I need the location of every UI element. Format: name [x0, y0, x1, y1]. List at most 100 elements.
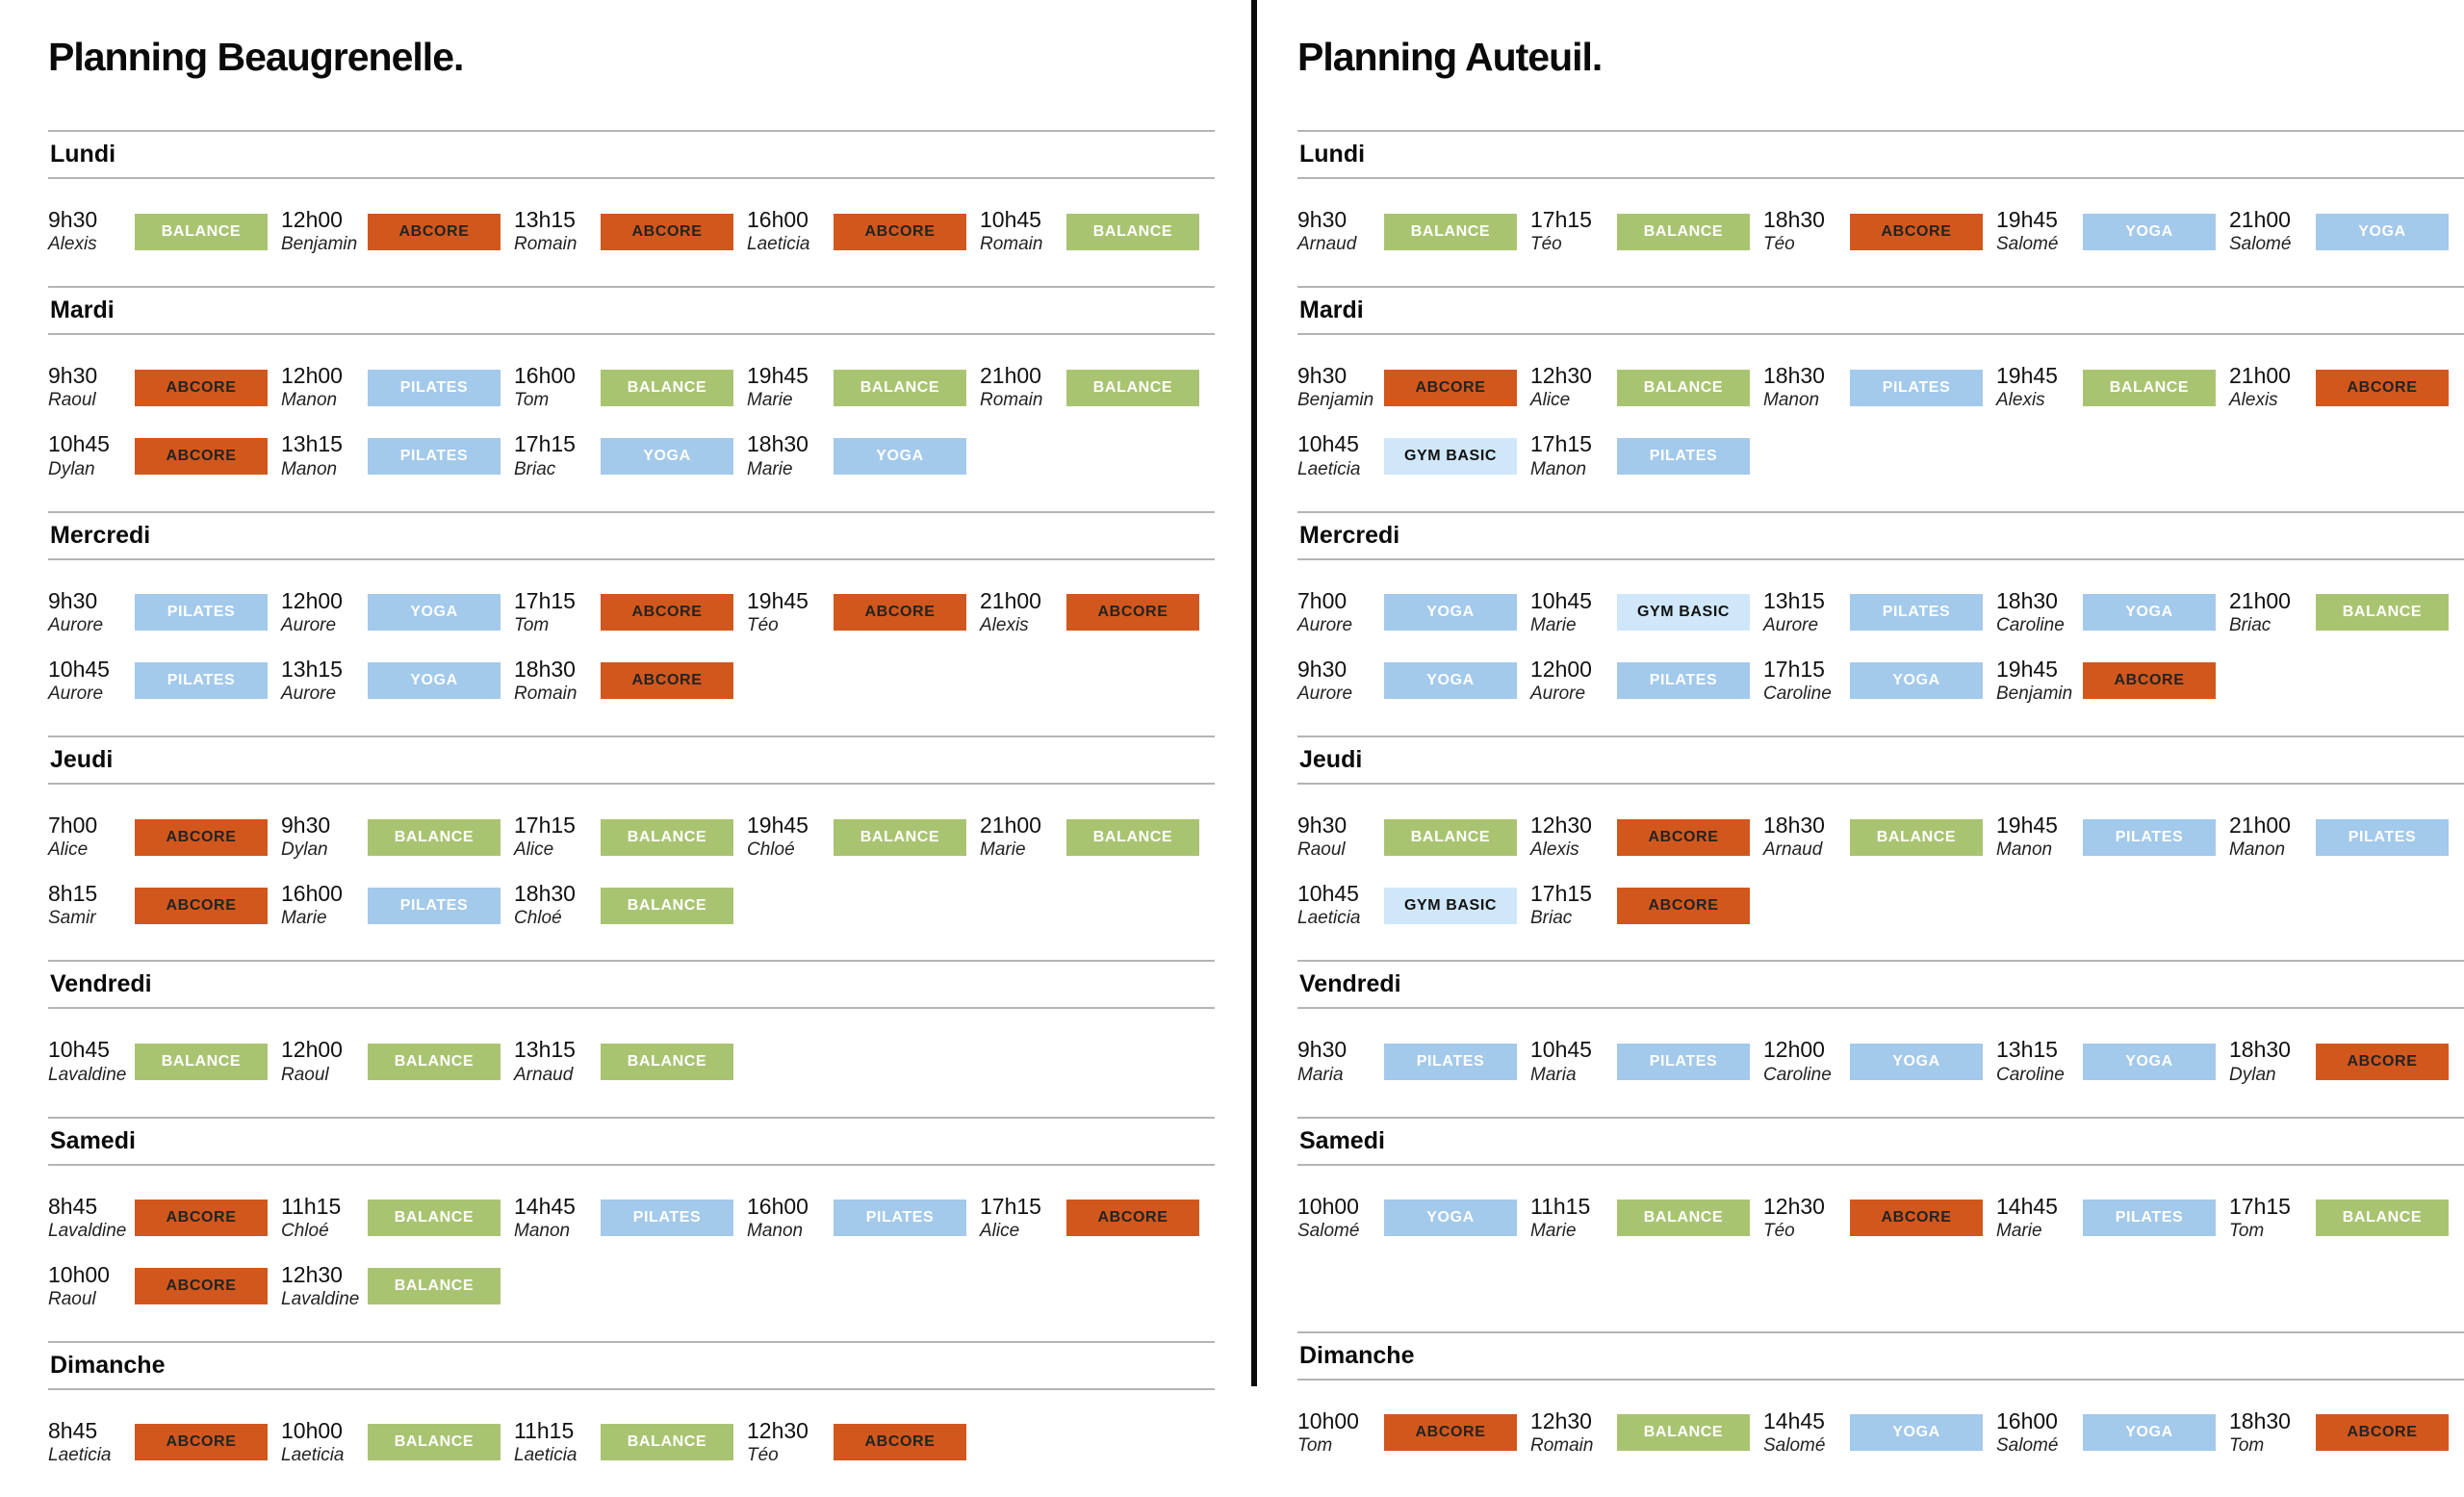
activity-badge-balance: BALANCE: [135, 213, 268, 250]
coach-name: Téo: [1763, 234, 1795, 255]
session-time-block: 17h15 Tom: [2229, 1194, 2316, 1242]
activity-badge-abcore: ABCORE: [1384, 369, 1517, 406]
session: 19h45 Alexis BALANCE: [1996, 363, 2229, 411]
coach-name: Manon: [281, 390, 338, 411]
session-time-block: 19h45 Marie: [747, 363, 834, 411]
coach-name: Marie: [747, 390, 793, 411]
session-time: 16h00: [747, 207, 808, 232]
session: 12h30 Téo ABCORE: [747, 1418, 980, 1466]
session-time: 13h15: [281, 656, 343, 682]
session-time-block: 12h30 Téo: [1763, 1193, 1850, 1242]
session-time-block: 17h15 Tom: [514, 588, 601, 636]
session: 21h00 Salomé YOGA: [2229, 207, 2462, 255]
session-time: 16h00: [747, 1193, 808, 1219]
activity-badge-abcore: ABCORE: [834, 1424, 966, 1461]
session-time-block: 9h30 Benjamin: [1297, 363, 1384, 411]
session: 13h15 Romain ABCORE: [514, 207, 747, 255]
session-row: 9h30 Maria PILATES 10h45 Maria PILATES 12h00 Ca…: [1297, 1038, 2464, 1085]
coach-name: Raoul: [48, 390, 96, 411]
session-time: 10h45: [1530, 587, 1592, 613]
session-time: 14h45: [1763, 1407, 1825, 1433]
session-time-block: 21h00 Marie: [980, 813, 1066, 861]
activity-badge-yoga: YOGA: [2083, 594, 2216, 632]
session-time-block: 9h30 Raoul: [1297, 813, 1384, 861]
session-time: 10h45: [980, 207, 1041, 232]
session: 16h00 Laeticia ABCORE: [747, 207, 980, 255]
session-row: 10h45 Lavaldine BALANCE 12h00 Raoul BALANCE 13…: [48, 1038, 1215, 1085]
session-time-block: 8h45 Lavaldine: [48, 1193, 135, 1242]
session: 17h15 Manon PILATES: [1530, 432, 1763, 479]
session-time: 9h30: [48, 207, 98, 232]
activity-badge-abcore: ABCORE: [2316, 1414, 2449, 1452]
coach-name: Salomé: [1996, 1434, 2059, 1456]
day-rows: 9h30 Alexis BALANCE 12h00 Benjamin ABCORE 13h1…: [48, 179, 1215, 286]
session-time: 9h30: [1297, 656, 1348, 682]
session: 16h00 Marie PILATES: [281, 881, 514, 929]
coach-name: Chloé: [514, 908, 562, 929]
day-rows: 9h30 Benjamin ABCORE 12h30 Alice BALANCE 18h30…: [1297, 335, 2464, 510]
activity-badge-abcore: ABCORE: [834, 213, 966, 250]
activity-badge-abcore: ABCORE: [2316, 1043, 2449, 1080]
activity-badge-balance: BALANCE: [1066, 369, 1199, 406]
day-rows: 10h45 Lavaldine BALANCE 12h00 Raoul BALANCE 13…: [48, 1009, 1215, 1116]
activity-badge-pilates: PILATES: [2316, 818, 2449, 856]
session-time-block: 18h30 Caroline: [1996, 588, 2083, 636]
day-name: Jeudi: [50, 745, 114, 773]
session-row: 7h00 Aurore YOGA 10h45 Marie GYM BASIC 13h15 Au…: [1297, 587, 2464, 636]
coach-name: Aurore: [281, 684, 337, 705]
session-time: 14h45: [1996, 1193, 2058, 1219]
day-section-mardi: Mardi 9h30 Benjamin ABCORE 12h30 Alice BALANCE…: [1297, 286, 2464, 510]
session-time-block: 11h15 Laeticia: [514, 1417, 601, 1466]
session-time: 13h15: [281, 431, 343, 457]
activity-badge-pilates: PILATES: [601, 1200, 733, 1237]
session-time: 12h30: [1763, 1193, 1825, 1219]
session-time-block: 12h30 Alice: [1530, 363, 1617, 411]
activity-badge-balance: BALANCE: [135, 1043, 268, 1080]
activity-badge-balance: BALANCE: [368, 1268, 500, 1305]
session-time: 8h45: [48, 1193, 98, 1219]
session-time: 9h30: [1297, 812, 1348, 838]
session-time: 7h00: [48, 812, 98, 838]
coach-name: Laeticia: [48, 1445, 112, 1466]
session-time-block: 7h00 Alice: [48, 813, 135, 861]
day-header-samedi: Samedi: [48, 1116, 1215, 1166]
session: 8h45 Laeticia ABCORE: [48, 1418, 281, 1466]
session: 14h45 Salomé YOGA: [1763, 1407, 1996, 1457]
activity-badge-balance: BALANCE: [368, 818, 500, 856]
session: 12h30 Téo ABCORE: [1763, 1193, 1996, 1242]
session: 9h30 Dylan BALANCE: [281, 813, 514, 861]
activity-badge-abcore: ABCORE: [1850, 1200, 1983, 1237]
activity-badge-balance: BALANCE: [1850, 818, 1983, 856]
session-time-block: 18h30 Téo: [1763, 207, 1850, 255]
activity-badge-abcore: ABCORE: [1066, 1200, 1199, 1237]
session-time-block: 11h15 Marie: [1530, 1194, 1617, 1242]
session: 13h15 Arnaud BALANCE: [514, 1038, 747, 1085]
session-time-block: 16h00 Tom: [514, 363, 601, 411]
session-time: 10h45: [1297, 881, 1359, 907]
session-time: 10h00: [281, 1417, 343, 1443]
page-title: Planning Auteuil.: [1297, 35, 1603, 79]
day-rows: 10h00 Salomé YOGA 11h15 Marie BALANCE 12h30 Téo…: [1297, 1166, 2464, 1331]
coach-name: Dylan: [281, 839, 328, 861]
session: 10h45 Laeticia GYM BASIC: [1297, 881, 1530, 929]
activity-badge-balance: BALANCE: [368, 1200, 500, 1237]
activity-badge-pilates: PILATES: [2083, 1200, 2216, 1237]
session-time-block: 18h30 Romain: [514, 657, 601, 705]
day-header-mercredi: Mercredi: [48, 510, 1215, 560]
session-time: 18h30: [2229, 1037, 2291, 1063]
day-header-dimanche: Dimanche: [48, 1340, 1215, 1390]
session-time-block: 10h45 Marie: [1530, 587, 1617, 636]
session-time: 11h15: [514, 1417, 575, 1443]
session-time: 21h00: [2229, 587, 2291, 613]
session-time-block: 10h45 Maria: [1530, 1038, 1617, 1085]
day-section-samedi: Samedi 8h45 Lavaldine ABCORE 11h15 Chloé BALAN…: [48, 1116, 1215, 1341]
activity-badge-pilates: PILATES: [1850, 369, 1983, 406]
day-header-jeudi: Jeudi: [48, 735, 1215, 785]
session-time: 10h00: [48, 1261, 110, 1287]
day-name: Samedi: [1299, 1126, 1385, 1154]
day-section-samedi: Samedi 10h00 Salomé YOGA 11h15 Marie BALANCE 12…: [1297, 1116, 2464, 1331]
session-time-block: 21h00 Salomé: [2229, 207, 2316, 255]
coach-name: Téo: [747, 1445, 779, 1466]
session-time-block: 10h45 Romain: [980, 207, 1066, 255]
coach-name: Chloé: [281, 1220, 329, 1241]
